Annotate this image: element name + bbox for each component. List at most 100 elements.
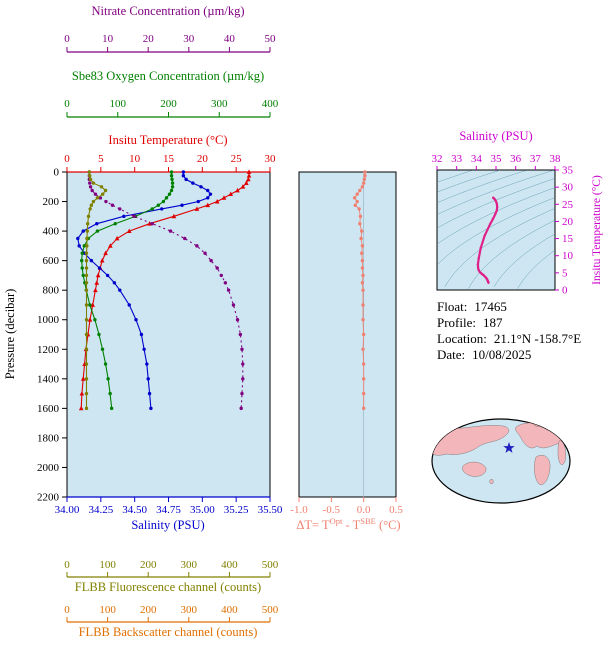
svg-text:15: 15 [562, 233, 574, 245]
float-info-block: Float: 17465 Profile: 187 Location: 21.1°N … [437, 299, 581, 363]
date-info-line: Date: 10/08/2025 [437, 347, 581, 363]
svg-text:34.50: 34.50 [122, 504, 147, 516]
svg-text:33: 33 [451, 153, 463, 165]
svg-text:34.75: 34.75 [156, 504, 181, 516]
svg-text:2200: 2200 [37, 492, 60, 504]
oxygen-axis: 0 100 200 300 400 [64, 98, 279, 118]
svg-text:600: 600 [43, 255, 60, 267]
main-plot-area [66, 171, 271, 498]
oxygen-axis-title: Sbe83 Oxygen Concentration (µm/kg) [71, 69, 265, 83]
svg-text:2000: 2000 [37, 462, 60, 474]
svg-text:1400: 1400 [37, 373, 60, 385]
svg-text:20: 20 [562, 216, 574, 228]
pressure-axis: 0 200 400 600 800 1000 1200 1400 1600 1800 2000 220… [37, 167, 67, 504]
float-location-star [503, 442, 515, 453]
svg-text:1800: 1800 [37, 432, 60, 444]
svg-text:25: 25 [231, 153, 243, 165]
date-value: 10/08/2025 [472, 347, 532, 362]
svg-text:40: 40 [224, 33, 236, 45]
svg-text:100: 100 [99, 559, 116, 571]
svg-text:100: 100 [99, 604, 116, 616]
svg-text:400: 400 [221, 604, 238, 616]
svg-text:1200: 1200 [37, 344, 60, 356]
svg-text:0: 0 [562, 285, 568, 297]
svg-text:100: 100 [110, 98, 127, 110]
location-info-line: Location: 21.1°N -158.7°E [437, 331, 581, 347]
svg-text:400: 400 [221, 559, 238, 571]
location-value: 21.1°N -158.7°E [493, 331, 582, 346]
svg-text:30: 30 [183, 33, 195, 45]
svg-text:1600: 1600 [37, 403, 60, 415]
world-map [431, 418, 571, 504]
float-label: Float: [437, 299, 468, 314]
profile-info-line: Profile: 187 [437, 315, 581, 331]
salinity-axis: 34.00 34.25 34.50 34.75 35.00 35.25 35.50 [55, 496, 283, 516]
backscatter-axis: 0 100 200 300 400 500 [64, 604, 279, 623]
svg-text:37: 37 [530, 153, 542, 165]
svg-text:10: 10 [102, 33, 114, 45]
oxygen-profile-curve [80, 170, 175, 411]
svg-text:0: 0 [64, 153, 70, 165]
svg-text:10: 10 [129, 153, 141, 165]
ts-plot-area [436, 169, 556, 291]
svg-text:300: 300 [211, 98, 228, 110]
delta-t-plot-area [298, 171, 397, 498]
density-contours [436, 169, 556, 289]
svg-text:5: 5 [98, 153, 104, 165]
svg-text:34: 34 [471, 153, 483, 165]
ts-curve [476, 196, 499, 284]
svg-text:30: 30 [265, 153, 277, 165]
pressure-axis-title: Pressure (decibar) [3, 289, 17, 380]
svg-text:35: 35 [491, 153, 503, 165]
svg-text:400: 400 [262, 98, 279, 110]
nitrate-axis-title: Nitrate Concentration (µm/kg) [91, 4, 245, 18]
svg-text:20: 20 [143, 33, 155, 45]
svg-text:200: 200 [160, 98, 177, 110]
svg-text:15: 15 [163, 153, 175, 165]
svg-text:0: 0 [64, 98, 70, 110]
svg-text:20: 20 [197, 153, 209, 165]
location-label: Location: [437, 331, 487, 346]
profile-value: 187 [483, 315, 503, 330]
svg-text:200: 200 [140, 559, 157, 571]
date-label: Date: [437, 347, 466, 362]
svg-text:5: 5 [562, 267, 568, 279]
svg-text:35.00: 35.00 [190, 504, 215, 516]
svg-text:0: 0 [64, 33, 70, 45]
svg-text:-0.5: -0.5 [323, 504, 341, 516]
svg-text:35.25: 35.25 [224, 504, 249, 516]
map-land-group [432, 421, 566, 485]
svg-text:0: 0 [64, 559, 70, 571]
delta-t-series [352, 170, 367, 411]
ts-salinity-axis: 32 33 34 35 36 37 38 [432, 153, 561, 170]
svg-text:200: 200 [43, 196, 60, 208]
svg-text:400: 400 [43, 226, 60, 238]
float-info-line: Float: 17465 [437, 299, 581, 315]
salinity-axis-title: Salinity (PSU) [131, 518, 205, 532]
backscatter-axis-title: FLBB Backscatter channel (counts) [78, 625, 258, 639]
svg-text:0: 0 [54, 167, 60, 179]
svg-text:0.0: 0.0 [357, 504, 371, 516]
profile-label: Profile: [437, 315, 476, 330]
svg-text:34.25: 34.25 [88, 504, 113, 516]
svg-text:800: 800 [43, 285, 60, 297]
svg-text:10: 10 [562, 250, 574, 262]
nitrate-axis: 0 10 20 30 40 50 [64, 33, 276, 53]
float-value: 17465 [474, 299, 507, 314]
svg-text:36: 36 [510, 153, 522, 165]
svg-text:25: 25 [562, 199, 574, 211]
fluorescence-profile-curve [84, 170, 108, 411]
svg-text:1000: 1000 [37, 314, 60, 326]
svg-text:0: 0 [64, 604, 70, 616]
svg-text:200: 200 [140, 604, 157, 616]
svg-text:35: 35 [562, 165, 574, 177]
svg-text:0.5: 0.5 [389, 504, 403, 516]
delta-t-label-prefix: ΔT= T [296, 518, 330, 533]
delta-t-label-mid: - T [342, 518, 361, 533]
svg-text:-1.0: -1.0 [290, 504, 308, 516]
delta-t-label-suffix: (°C) [375, 518, 401, 533]
svg-text:35.50: 35.50 [258, 504, 283, 516]
fluorescence-axis: 0 100 200 300 400 500 [64, 559, 279, 578]
